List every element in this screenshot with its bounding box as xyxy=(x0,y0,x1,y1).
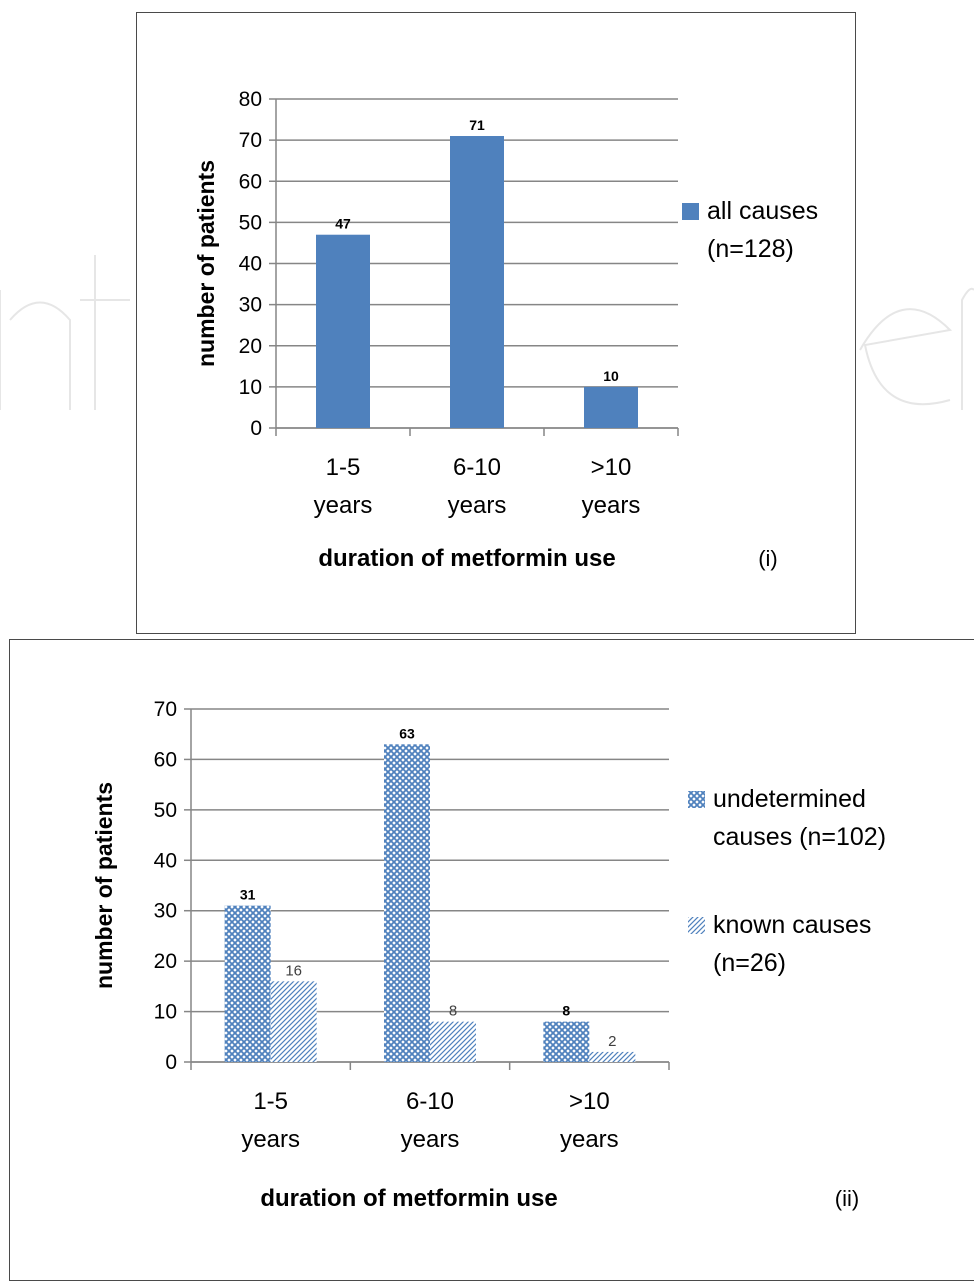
y-tick-label: 40 xyxy=(154,849,177,872)
legend-label: known causes xyxy=(713,911,871,939)
legend-label: undetermined xyxy=(713,785,866,813)
y-axis-title: number of patients xyxy=(193,160,219,367)
y-tick-label: 50 xyxy=(154,799,177,822)
y-axis-title: number of patients xyxy=(91,782,117,989)
data-label: 63 xyxy=(399,725,415,741)
y-tick-label: 30 xyxy=(239,294,262,317)
bar xyxy=(384,744,430,1062)
legend-label: (n=26) xyxy=(713,949,786,977)
x-tick-label: >10 xyxy=(591,454,632,481)
bar xyxy=(584,386,638,428)
data-label: 10 xyxy=(603,368,619,384)
data-label: 47 xyxy=(335,216,351,232)
panel-label: (ii) xyxy=(835,1186,859,1211)
y-tick-label: 70 xyxy=(239,129,262,152)
x-tick-label: 6-10 xyxy=(453,454,501,481)
bar xyxy=(589,1051,636,1062)
legend-label: all causes xyxy=(707,197,818,225)
x-tick-label: years xyxy=(582,492,641,519)
y-tick-label: 0 xyxy=(165,1051,177,1074)
y-tick-label: 80 xyxy=(239,88,262,111)
x-tick-label: years xyxy=(448,492,507,519)
y-tick-label: 20 xyxy=(154,950,177,973)
x-tick-label: 1-5 xyxy=(253,1088,288,1115)
y-tick-label: 70 xyxy=(154,698,177,721)
data-label: 71 xyxy=(469,117,485,133)
x-tick-label: years xyxy=(241,1126,300,1153)
data-label: 31 xyxy=(240,887,256,903)
x-tick-label: years xyxy=(560,1126,619,1153)
chart-panel-i: 0 10 20 30 40 50 60 70 80 47 1-5 years 71 6-10 years 10… xyxy=(136,12,856,634)
bar xyxy=(316,234,370,428)
x-tick-label: 6-10 xyxy=(406,1088,454,1115)
y-tick-label: 40 xyxy=(239,253,262,276)
bar xyxy=(450,136,504,428)
y-tick-label: 10 xyxy=(239,376,262,399)
y-tick-label: 10 xyxy=(154,1001,177,1024)
y-tick-label: 60 xyxy=(239,170,262,193)
y-tick-label: 30 xyxy=(154,900,177,923)
legend-label: causes (n=102) xyxy=(713,823,886,851)
legend-swatch xyxy=(682,203,699,220)
y-tick-label: 60 xyxy=(154,748,177,771)
bar xyxy=(224,905,271,1062)
data-label: 2 xyxy=(608,1033,616,1050)
chart-panel-ii: 0 10 20 30 40 50 60 70 31 16 1-5 years 63 8 6-10 years 8… xyxy=(9,639,974,1281)
y-tick-label: 20 xyxy=(239,335,262,358)
bar xyxy=(430,1021,476,1062)
x-tick-label: >10 xyxy=(569,1088,610,1115)
bar xyxy=(270,981,317,1062)
bar-chart-ii: 0 10 20 30 40 50 60 70 31 16 1-5 years 63 8 6-10 years 8… xyxy=(91,698,886,1212)
data-label: 8 xyxy=(449,1003,457,1020)
y-tick-label: 50 xyxy=(239,211,262,234)
x-tick-label: years xyxy=(314,492,373,519)
bar xyxy=(543,1021,590,1062)
x-tick-label: 1-5 xyxy=(326,454,361,481)
bar-chart-i: 0 10 20 30 40 50 60 70 80 47 1-5 years 71 6-10 years 10… xyxy=(193,88,818,572)
legend-label: (n=128) xyxy=(707,235,794,263)
x-axis-title: duration of metformin use xyxy=(318,545,615,572)
panel-label: (i) xyxy=(758,546,778,571)
y-tick-label: 0 xyxy=(250,417,262,440)
legend-swatch xyxy=(688,791,705,808)
legend-swatch xyxy=(688,917,705,934)
data-label: 16 xyxy=(285,962,302,979)
x-tick-label: years xyxy=(401,1126,460,1153)
x-axis-title: duration of metformin use xyxy=(260,1185,557,1212)
data-label: 8 xyxy=(562,1003,570,1019)
